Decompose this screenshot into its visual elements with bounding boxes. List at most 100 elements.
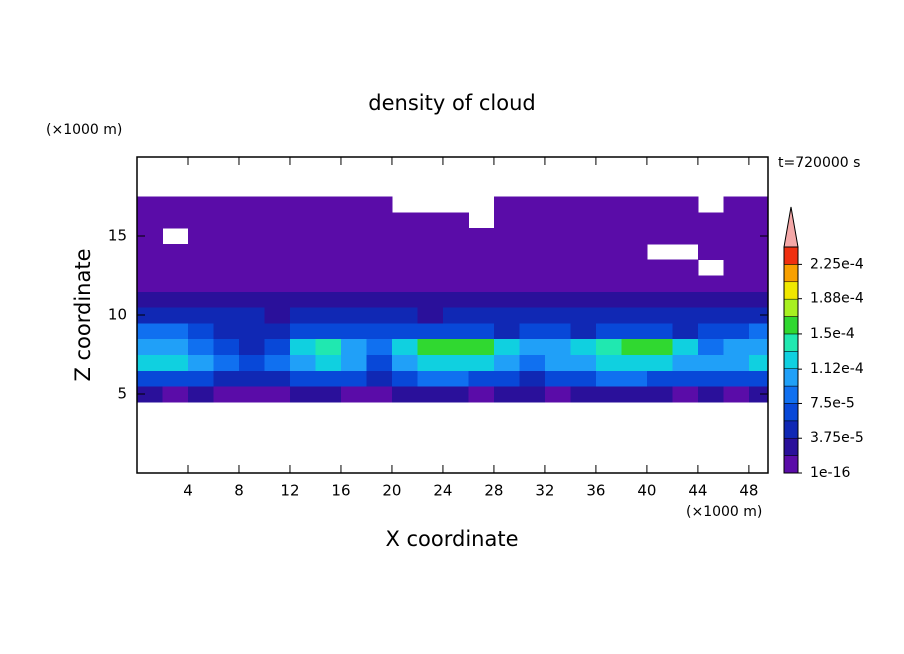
contour-cell: [289, 386, 316, 403]
contour-cell: [417, 370, 444, 387]
contour-cell: [289, 275, 316, 292]
contour-cell: [621, 196, 648, 213]
contour-cell: [544, 196, 571, 213]
contour-cell: [264, 275, 291, 292]
contour-cell: [162, 212, 189, 229]
contour-cell: [238, 243, 265, 261]
contour-cell: [264, 370, 291, 387]
contour-cell: [187, 259, 214, 276]
contour-cell: [289, 322, 316, 340]
contour-cell: [391, 386, 418, 403]
contour-cell: [213, 228, 240, 245]
x-tick-label: 48: [739, 482, 758, 500]
colorbar-band: [783, 316, 799, 335]
contour-cell: [519, 338, 546, 355]
contour-cell: [213, 291, 240, 308]
contour-cell: [264, 243, 291, 261]
contour-cell: [519, 370, 546, 387]
contour-cell: [595, 370, 622, 387]
contour-cell: [289, 338, 316, 355]
contour-cell: [391, 243, 418, 261]
contour-cell: [493, 307, 520, 324]
contour-cell: [621, 354, 648, 371]
time-label: t=720000 s: [778, 155, 860, 171]
contour-cell: [391, 354, 418, 371]
contour-cell: [391, 307, 418, 324]
contour-cell: [697, 291, 724, 308]
contour-cell: [570, 338, 597, 355]
contour-cell: [315, 291, 342, 308]
contour-cell: [468, 291, 495, 308]
contour-cell: [748, 259, 769, 276]
contour-cell: [672, 275, 699, 292]
contour-cell: [417, 307, 444, 324]
contour-cell: [748, 243, 769, 261]
contour-cell: [672, 212, 699, 229]
contour-cell: [595, 291, 622, 308]
contour-cell: [137, 354, 163, 371]
contour-cell: [391, 370, 418, 387]
contour-cell: [264, 228, 291, 245]
x-tick-label: 12: [280, 482, 299, 500]
contour-cell: [315, 307, 342, 324]
contour-cell: [264, 338, 291, 355]
contour-cell: [621, 228, 648, 245]
contour-cell: [519, 196, 546, 213]
contour-cell: [289, 228, 316, 245]
contour-cell: [417, 275, 444, 292]
colorbar-tick-label: 3.75e-5: [810, 430, 864, 446]
contour-cell: [315, 322, 342, 340]
contour-cell: [238, 212, 265, 229]
contour-cell: [315, 196, 342, 213]
contour-cell: [187, 243, 214, 261]
contour-cell: [442, 338, 469, 355]
contour-cell: [137, 307, 163, 324]
contour-cell: [697, 212, 724, 229]
contour-cell: [417, 338, 444, 355]
contour-cell: [340, 307, 367, 324]
contour-cell: [289, 291, 316, 308]
contour-cell: [340, 212, 367, 229]
contour-cell: [289, 212, 316, 229]
contour-cell: [238, 322, 265, 340]
contour-cell: [570, 370, 597, 387]
x-unit: (×1000 m): [686, 504, 762, 520]
contour-cell: [672, 259, 699, 276]
contour-cell: [162, 307, 189, 324]
contour-cell: [213, 259, 240, 276]
contour-cell: [213, 370, 240, 387]
contour-cell: [289, 307, 316, 324]
contour-cell: [595, 386, 622, 403]
contour-cell: [442, 386, 469, 403]
contour-cell: [264, 212, 291, 229]
contour-cell: [570, 307, 597, 324]
contour-cell: [238, 386, 265, 403]
contour-cell: [493, 243, 520, 261]
contour-cell: [391, 322, 418, 340]
contour-cell: [340, 370, 367, 387]
contour-cell: [468, 354, 495, 371]
contour-cell: [672, 307, 699, 324]
contour-cell: [187, 307, 214, 324]
contour-cell: [187, 212, 214, 229]
contour-cell: [621, 243, 648, 261]
colorbar-band: [783, 333, 799, 352]
contour-cell: [162, 370, 189, 387]
contour-cell: [570, 259, 597, 276]
contour-cell: [468, 386, 495, 403]
contour-cell: [213, 386, 240, 403]
contour-cell: [238, 291, 265, 308]
contour-cell: [162, 386, 189, 403]
contour-cell: [544, 370, 571, 387]
colorbar-band: [783, 246, 799, 265]
contour-cell: [493, 322, 520, 340]
contour-cell: [391, 212, 418, 229]
contour-cell: [137, 338, 163, 355]
contour-cell: [340, 228, 367, 245]
y-tick-label: 5: [117, 385, 127, 403]
contour-cell: [442, 307, 469, 324]
x-tick-label: 32: [535, 482, 554, 500]
contour-cell: [493, 228, 520, 245]
x-tick-label: 44: [688, 482, 707, 500]
